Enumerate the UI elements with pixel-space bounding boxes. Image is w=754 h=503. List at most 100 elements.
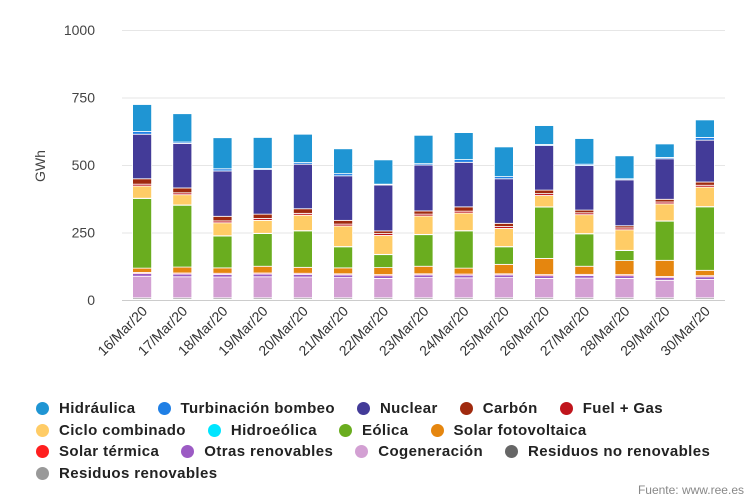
legend-label: Residuos no renovables: [528, 443, 711, 461]
legend-item[interactable]: Fuel + Gas: [559, 400, 663, 418]
legend-item[interactable]: Otras renovables: [181, 443, 333, 460]
bar-segment: [132, 198, 153, 269]
bar-segment: [695, 119, 715, 138]
legend-item[interactable]: Hidroeólica: [207, 421, 317, 439]
bar-segment: [172, 204, 193, 268]
bar-segment: [534, 275, 554, 279]
bar-segment: [614, 155, 635, 180]
legend-item[interactable]: Ciclo combinado: [36, 422, 186, 439]
legend-swatch-icon: [181, 445, 195, 459]
bar-segment: [453, 132, 474, 161]
bar-segment: [695, 137, 715, 141]
bar-segment: [212, 170, 233, 217]
bar-segment: [333, 267, 354, 275]
bar-segment: [333, 274, 354, 278]
legend-swatch-icon: [36, 423, 49, 437]
bar-segment: [132, 273, 153, 277]
bar-segment: [534, 206, 554, 259]
legend-swatch-icon: [207, 423, 221, 437]
bar-segment: [695, 279, 715, 299]
bar-segment: [292, 230, 313, 268]
bar-segment: [373, 159, 394, 185]
bar-segment: [493, 246, 514, 265]
bar-segment: [453, 230, 474, 269]
bar-segment: [534, 195, 554, 208]
bar-segment: [695, 139, 715, 183]
bar-segment: [292, 276, 313, 299]
bar-segment: [373, 184, 394, 232]
bar-stack: [614, 155, 635, 301]
bar-segment: [292, 208, 313, 214]
bar-segment: [574, 233, 595, 267]
bar-segment: [292, 214, 313, 232]
legend-row: Residuos renovables: [36, 463, 736, 485]
legend-item[interactable]: Nuclear: [356, 400, 438, 417]
bar-segment: [453, 267, 474, 275]
bar-segment: [212, 235, 233, 269]
bar-segment: [212, 267, 233, 274]
legend-label: Fuel + Gas: [582, 400, 663, 418]
bar-segment: [413, 210, 434, 215]
bar-segment: [172, 187, 193, 194]
legend-item[interactable]: Hidráulica: [36, 400, 136, 417]
bar-segment: [373, 230, 394, 234]
legend-label: Solar térmica: [59, 443, 160, 461]
bar-segment: [292, 163, 313, 210]
legend-label: Hidroeólica: [230, 421, 317, 439]
legend-item[interactable]: Carbón: [459, 400, 538, 417]
bar-segment: [534, 189, 554, 195]
legend-item[interactable]: Eólica: [338, 422, 409, 439]
bar-segment: [614, 277, 635, 299]
bar-segment: [132, 178, 153, 185]
legend-item[interactable]: Turbinación bombeo: [157, 400, 335, 417]
legend-swatch-icon: [559, 402, 573, 416]
bar-segment: [373, 275, 394, 279]
bar-segment: [614, 275, 635, 279]
bar-stack: [534, 125, 554, 301]
bar-segment: [493, 178, 514, 224]
bar-segment: [574, 214, 595, 234]
bar-segment: [413, 234, 434, 267]
bar-segment: [212, 222, 233, 237]
bar-segment: [534, 258, 554, 276]
bar-segment: [493, 222, 514, 227]
bar-segment: [212, 215, 233, 222]
y-tick-label: 500: [72, 157, 96, 173]
bar-segment: [373, 277, 394, 299]
bar-stack: [333, 148, 354, 301]
bar-segment: [493, 277, 514, 299]
bar-segment: [172, 142, 193, 189]
bar-segment: [292, 266, 313, 274]
legend-item[interactable]: Residuos no renovables: [505, 443, 710, 460]
legend-row: Hidráulica Turbinación bombeo Nuclear Carbó…: [36, 398, 736, 420]
bar-segment: [333, 246, 354, 269]
bar-segment: [654, 158, 675, 200]
bar-segment: [413, 164, 434, 212]
bar-segment: [132, 133, 153, 180]
legend-swatch-icon: [459, 402, 473, 416]
legend-label: Residuos renovables: [59, 464, 218, 482]
bar-segment: [695, 206, 715, 271]
bar-segment: [333, 225, 354, 247]
bar-segment: [252, 233, 273, 267]
legend-item[interactable]: Solar térmica: [36, 443, 159, 460]
y-axis-label: GWh: [32, 150, 48, 182]
bar-stack: [212, 137, 233, 301]
y-tick-label: 250: [72, 225, 96, 241]
legend-label: Cogeneración: [378, 443, 484, 461]
bar-segment: [453, 159, 474, 163]
legend-swatch-icon: [356, 402, 370, 416]
legend-label: Solar fotovoltaica: [453, 421, 587, 439]
bar-segment: [333, 148, 354, 175]
bar-segment: [574, 265, 595, 275]
legend-item[interactable]: Cogeneración: [355, 443, 483, 460]
legend-swatch-icon: [36, 402, 49, 416]
bar-segment: [333, 277, 354, 299]
legend-item[interactable]: Residuos renovables: [36, 465, 218, 482]
bar-segment: [453, 161, 474, 208]
bar-segment: [172, 273, 193, 278]
bar-segment: [574, 209, 595, 214]
bar-segment: [252, 273, 273, 278]
bar-segment: [493, 263, 514, 275]
legend-item[interactable]: Solar fotovoltaica: [430, 421, 587, 439]
